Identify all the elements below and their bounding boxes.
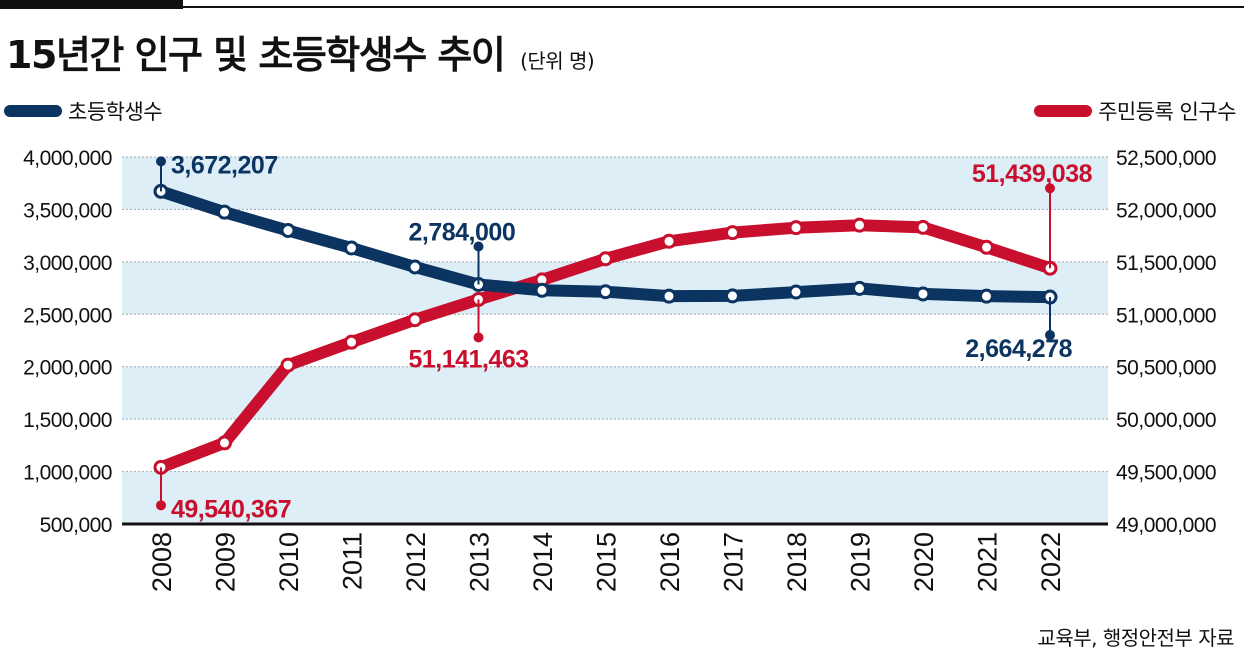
- data-point-students: [788, 284, 804, 300]
- legend-population-label: 주민등록 인구수: [1098, 100, 1236, 124]
- data-point-students: [344, 240, 359, 256]
- y-left-tick-label: 2,500,000: [23, 304, 112, 327]
- x-tick-label: 2020: [909, 532, 939, 592]
- title-accent-bar: [0, 0, 183, 9]
- y-right-tick-label: 51,500,000: [1116, 252, 1216, 275]
- y-left-tick-label: 3,500,000: [23, 199, 112, 222]
- data-label: 2,784,000: [409, 219, 516, 247]
- x-tick-label: 2014: [528, 532, 558, 592]
- data-point-population: [598, 251, 613, 267]
- chart-title: 15년간 인구 및 초등학생수 추이 (단위 명): [6, 24, 595, 79]
- data-point-population: [979, 239, 994, 255]
- y-right-tick-label: 52,000,000: [1116, 199, 1216, 222]
- data-point-students: [979, 288, 994, 304]
- source-note: 교육부, 행정안전부 자료: [1037, 626, 1234, 650]
- annotation-dot: [1045, 183, 1055, 194]
- x-tick-label: 2015: [592, 532, 622, 592]
- data-point-population: [661, 233, 677, 249]
- legend-population: 주민등록 인구수: [1034, 96, 1236, 126]
- data-point-students: [280, 223, 296, 239]
- data-label: 49,540,367: [171, 495, 291, 523]
- x-tick-label: 2012: [401, 532, 431, 592]
- annotation-dot: [473, 332, 484, 343]
- data-point-population: [852, 217, 867, 233]
- x-tick-label: 2018: [782, 532, 812, 592]
- annotation-dot: [1045, 330, 1055, 341]
- data-point-population: [344, 334, 359, 350]
- data-point-students: [598, 284, 613, 300]
- x-tick-label: 2021: [973, 532, 1003, 592]
- data-point-population: [725, 225, 740, 241]
- data-label: 51,141,463: [409, 345, 529, 373]
- y-right-tick-label: 49,000,000: [1116, 514, 1216, 537]
- data-label: 3,672,207: [171, 151, 278, 179]
- x-tick-label: 2009: [211, 532, 241, 592]
- y-left-tick-label: 3,000,000: [23, 252, 112, 275]
- data-point-students: [217, 204, 232, 220]
- annotation-dot: [156, 500, 166, 511]
- grid-band: [122, 157, 1108, 210]
- data-point-students: [852, 280, 867, 296]
- x-tick-label: 2019: [846, 532, 876, 592]
- legend-students: 초등학생수: [4, 96, 163, 126]
- annotation-dot: [473, 241, 484, 252]
- x-tick-label: 2013: [465, 532, 495, 592]
- y-left-tick-label: 1,000,000: [23, 462, 112, 485]
- chart-title-text: 15년간 인구 및 초등학생수 추이: [6, 33, 506, 77]
- data-point-population: [407, 312, 423, 328]
- legend-students-swatch: [4, 105, 62, 117]
- x-tick-label: 2010: [274, 532, 304, 592]
- x-tick-label: 2017: [719, 532, 749, 592]
- data-point-students: [407, 259, 423, 275]
- x-tick-label: 2016: [655, 532, 685, 592]
- title-rule: [183, 6, 1244, 8]
- data-point-population: [217, 435, 232, 451]
- data-point-population: [788, 220, 804, 236]
- data-label: 2,664,278: [965, 335, 1072, 363]
- legend-population-swatch: [1034, 105, 1093, 117]
- y-right-tick-label: 50,000,000: [1116, 409, 1216, 432]
- data-point-population: [915, 219, 931, 235]
- y-right-tick-label: 50,500,000: [1116, 357, 1216, 380]
- annotation-dot: [156, 156, 166, 167]
- data-point-students: [661, 288, 677, 304]
- x-tick-label: 2008: [147, 532, 177, 592]
- y-left-tick-label: 2,000,000: [23, 357, 112, 380]
- data-point-population: [280, 357, 296, 373]
- data-point-students: [915, 286, 931, 302]
- y-right-tick-label: 52,500,000: [1116, 147, 1216, 170]
- grid-band: [122, 471, 1108, 524]
- data-point-students: [725, 288, 740, 304]
- data-point-students: [534, 282, 550, 298]
- x-tick-label: 2011: [338, 532, 368, 590]
- data-label: 51,439,038: [972, 160, 1093, 188]
- y-left-tick-label: 500,000: [40, 514, 112, 537]
- x-tick-label: 2022: [1036, 532, 1066, 592]
- y-right-tick-label: 49,500,000: [1116, 462, 1216, 485]
- y-left-tick-label: 1,500,000: [23, 409, 112, 432]
- legend-students-label: 초등학생수: [68, 100, 163, 124]
- y-right-tick-label: 51,000,000: [1116, 304, 1216, 327]
- y-left-tick-label: 4,000,000: [23, 147, 112, 170]
- unit-label: (단위 명): [520, 49, 595, 73]
